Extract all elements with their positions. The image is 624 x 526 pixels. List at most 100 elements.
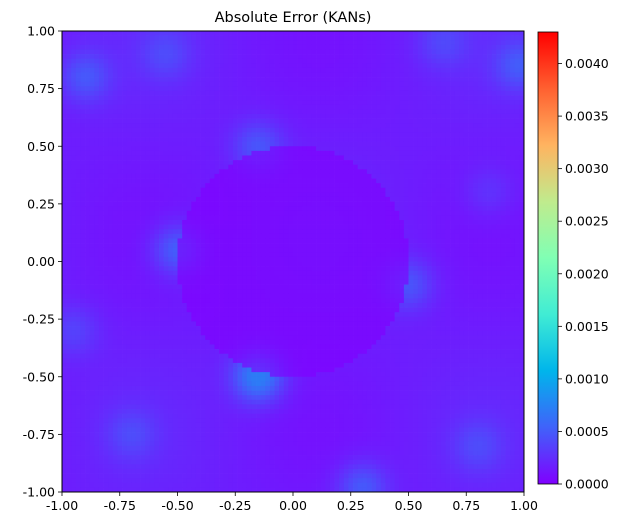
heatmap-cell bbox=[329, 81, 335, 87]
heatmap-cell bbox=[80, 247, 86, 253]
heatmap-cell bbox=[306, 90, 312, 96]
heatmap-cell bbox=[454, 256, 460, 262]
heatmap-cell bbox=[500, 224, 506, 230]
heatmap-cell bbox=[306, 40, 312, 46]
heatmap-cell bbox=[177, 35, 183, 41]
heatmap-cell bbox=[256, 238, 262, 244]
heatmap-cell bbox=[126, 77, 132, 83]
heatmap-cell bbox=[390, 220, 395, 225]
heatmap-cell bbox=[293, 178, 298, 184]
heatmap-cell bbox=[191, 40, 197, 46]
heatmap-cell bbox=[293, 196, 298, 202]
heatmap-cell bbox=[283, 132, 289, 138]
heatmap-cell bbox=[182, 155, 188, 161]
heatmap-cell bbox=[436, 256, 442, 262]
heatmap-cell bbox=[205, 132, 211, 138]
heatmap-cell bbox=[505, 169, 511, 175]
heatmap-cell bbox=[163, 160, 169, 166]
heatmap-cell bbox=[413, 67, 419, 73]
heatmap-cell bbox=[380, 196, 386, 202]
heatmap-cell bbox=[135, 169, 141, 175]
heatmap-cell bbox=[459, 215, 465, 221]
heatmap-cell bbox=[131, 100, 137, 106]
heatmap-cell bbox=[256, 90, 262, 96]
heatmap-cell bbox=[251, 72, 257, 78]
heatmap-cell bbox=[126, 40, 132, 46]
heatmap-cell bbox=[85, 243, 91, 249]
heatmap-cell bbox=[256, 31, 262, 36]
heatmap-cell bbox=[159, 137, 164, 142]
heatmap-cell bbox=[191, 86, 197, 92]
heatmap-cell bbox=[269, 201, 275, 207]
heatmap-cell bbox=[413, 81, 419, 87]
heatmap-cell bbox=[89, 150, 95, 156]
heatmap-cell bbox=[380, 54, 386, 60]
heatmap-cell bbox=[149, 196, 155, 202]
heatmap-cell bbox=[135, 229, 141, 235]
heatmap-cell bbox=[159, 63, 164, 69]
heatmap-cell bbox=[297, 173, 303, 179]
heatmap-cell bbox=[482, 109, 488, 115]
heatmap-cell bbox=[260, 169, 266, 175]
heatmap-cell bbox=[473, 72, 479, 78]
heatmap-cell bbox=[422, 127, 428, 133]
heatmap-cell bbox=[510, 252, 516, 258]
heatmap-cell bbox=[348, 160, 354, 166]
heatmap-cell bbox=[168, 100, 174, 106]
heatmap-cell bbox=[232, 252, 238, 258]
heatmap-cell bbox=[159, 127, 164, 133]
heatmap-cell bbox=[459, 256, 465, 262]
heatmap-cell bbox=[306, 173, 312, 179]
heatmap-cell bbox=[403, 44, 409, 50]
heatmap-cell bbox=[172, 146, 178, 152]
heatmap-cell bbox=[182, 220, 188, 225]
heatmap-cell bbox=[394, 164, 400, 170]
heatmap-cell bbox=[145, 169, 151, 175]
heatmap-cell bbox=[283, 90, 289, 96]
heatmap-cell bbox=[380, 90, 386, 96]
heatmap-cell bbox=[473, 146, 479, 152]
heatmap-cell bbox=[62, 109, 67, 115]
heatmap-cell bbox=[103, 127, 109, 133]
heatmap-cell bbox=[80, 183, 86, 189]
heatmap-cell bbox=[473, 160, 479, 166]
heatmap-cell bbox=[159, 132, 164, 138]
heatmap-cell bbox=[454, 210, 460, 216]
heatmap-cell bbox=[468, 173, 474, 179]
heatmap-cell bbox=[279, 67, 285, 73]
heatmap-cell bbox=[440, 90, 446, 96]
heatmap-cell bbox=[385, 210, 391, 216]
heatmap-cell bbox=[477, 206, 483, 212]
heatmap-cell bbox=[390, 49, 395, 55]
heatmap-cell bbox=[329, 67, 335, 73]
heatmap-cell bbox=[445, 35, 451, 41]
heatmap-cell bbox=[496, 256, 502, 262]
heatmap-cell bbox=[371, 169, 377, 175]
heatmap-cell bbox=[454, 123, 460, 129]
heatmap-cell bbox=[140, 183, 146, 189]
heatmap-cell bbox=[288, 252, 294, 258]
heatmap-cell bbox=[454, 141, 460, 147]
heatmap-cell bbox=[246, 201, 252, 207]
heatmap-cell bbox=[145, 86, 151, 92]
heatmap-cell bbox=[62, 183, 67, 189]
heatmap-cell bbox=[403, 49, 409, 55]
heatmap-cell bbox=[85, 210, 91, 216]
heatmap-cell bbox=[440, 155, 446, 161]
heatmap-cell bbox=[232, 95, 238, 101]
heatmap-cell bbox=[103, 54, 109, 60]
heatmap-cell bbox=[66, 132, 72, 138]
heatmap-cell bbox=[500, 137, 506, 142]
heatmap-cell bbox=[311, 67, 317, 73]
heatmap-cell bbox=[477, 256, 483, 262]
heatmap-cell bbox=[413, 90, 419, 96]
heatmap-cell bbox=[325, 44, 331, 50]
heatmap-cell bbox=[302, 113, 308, 119]
heatmap-cell bbox=[473, 95, 479, 101]
heatmap-cell bbox=[214, 169, 220, 175]
heatmap-cell bbox=[316, 44, 322, 50]
heatmap-cell bbox=[468, 178, 474, 184]
heatmap-cell bbox=[408, 54, 414, 60]
heatmap-cell bbox=[491, 113, 497, 119]
heatmap-cell bbox=[75, 113, 81, 119]
